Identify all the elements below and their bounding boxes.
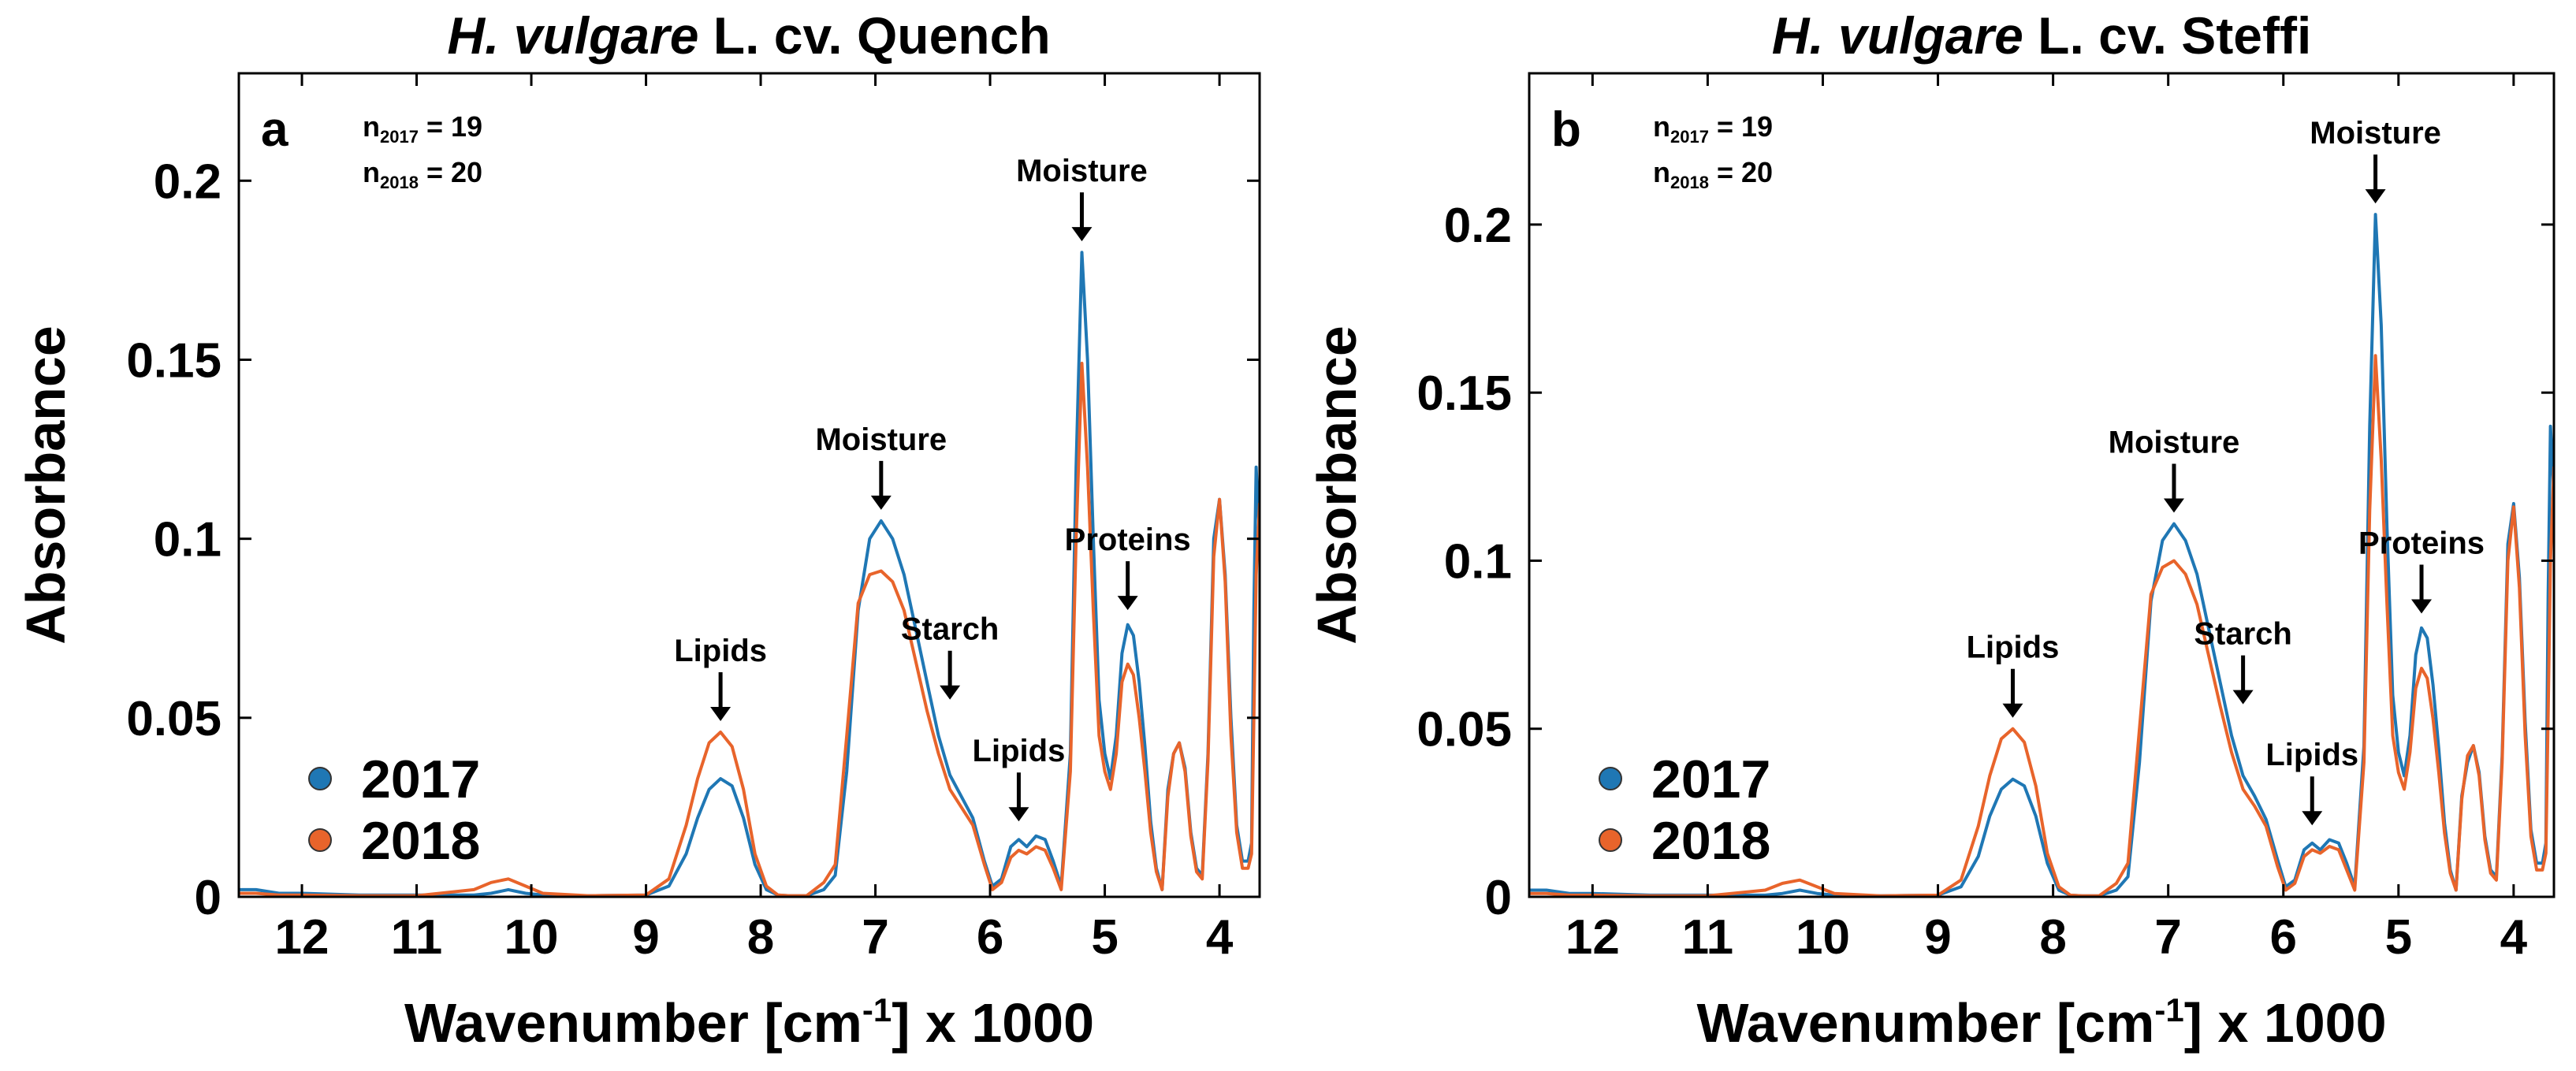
- annotation-arrowhead: [870, 495, 892, 510]
- x-tick-label: 6: [2269, 910, 2296, 965]
- annotation-label: Proteins: [2358, 526, 2485, 561]
- annotation-arrowhead: [1008, 807, 1029, 822]
- legend-marker: [1599, 828, 1622, 852]
- y-tick-label: 0.1: [154, 513, 221, 567]
- panel-b: H. vulgare L. cv. Steffi 12 11 10 9 8 7 6 5 4 0 0.0…: [1306, 6, 2556, 1054]
- chart-title: H. vulgare L. cv. Quench: [447, 6, 1050, 65]
- y-tick-label: 0.2: [154, 154, 221, 209]
- x-tick-label: 7: [2154, 910, 2181, 965]
- x-tick-label: 8: [747, 910, 774, 965]
- x-tick-label: 12: [275, 910, 329, 965]
- annotation-arrowhead: [1071, 227, 1093, 242]
- annotation-label: Starch: [2194, 617, 2292, 652]
- legend-entry: 2018: [1651, 811, 1770, 871]
- x-tick-label: 12: [1565, 910, 1620, 965]
- x-tick-label: 5: [2385, 910, 2412, 965]
- x-tick-label: 9: [1924, 910, 1951, 965]
- panel-letter: a: [261, 102, 288, 157]
- annotation-label: Starch: [901, 612, 1000, 647]
- x-axis-label: Wavenumber [cm-1] x 1000: [1696, 991, 2386, 1054]
- series-line-2018: [1529, 354, 2554, 897]
- annotation-arrowhead: [2411, 599, 2433, 614]
- legend-marker: [308, 767, 332, 790]
- annotation-label: Moisture: [2310, 116, 2441, 151]
- sample-size-label: n2017 = 19: [1653, 110, 1773, 147]
- legend-entry: 2018: [361, 811, 480, 871]
- x-tick-label: 5: [1091, 910, 1118, 965]
- title-cultivar: L. cv. Quench: [698, 6, 1050, 65]
- annotation-label: Lipids: [674, 634, 767, 668]
- y-tick-label: 0.1: [1444, 534, 1512, 589]
- annotation-label: Lipids: [973, 734, 1066, 768]
- x-tick-label: 4: [1206, 910, 1234, 965]
- plot-frame: [1528, 72, 2556, 898]
- x-tick-label: 11: [391, 910, 443, 965]
- y-tick-label: 0.05: [126, 692, 221, 746]
- title-species: H. vulgare: [447, 6, 698, 65]
- sample-size-label: n2018 = 20: [363, 156, 482, 192]
- annotation-arrowhead: [1117, 596, 1138, 611]
- annotation-arrowhead: [2163, 498, 2184, 513]
- annotation-arrowhead: [2232, 690, 2254, 705]
- annotation-label: Lipids: [1967, 630, 2060, 665]
- x-tick-label: 8: [2039, 910, 2066, 965]
- x-tick-label: 9: [632, 910, 659, 965]
- series-line-2018: [239, 362, 1260, 897]
- title-species: H. vulgare: [1772, 6, 2023, 65]
- annotation-arrowhead: [940, 685, 961, 700]
- y-tick-label: 0.2: [1444, 199, 1512, 253]
- annotation-label: Moisture: [2109, 426, 2240, 460]
- legend-entry: 2017: [1651, 749, 1770, 809]
- annotation-arrowhead: [710, 707, 731, 721]
- x-tick-label: 7: [862, 910, 888, 965]
- annotation-arrowhead: [2365, 189, 2386, 204]
- x-tick-label: 6: [977, 910, 1003, 965]
- legend-marker: [1599, 767, 1622, 790]
- annotation-label: Moisture: [815, 422, 947, 457]
- title-cultivar: L. cv. Steffi: [2023, 6, 2312, 65]
- x-tick-label: 11: [1682, 910, 1734, 965]
- y-tick-label: 0.15: [1416, 366, 1512, 421]
- y-axis-label: Absorbance: [1306, 325, 1368, 645]
- annotation-label: Proteins: [1065, 522, 1191, 557]
- panel-a: H. vulgare L. cv. Quench 12 11 10 9 8 7 6 5 4 0 0.0…: [15, 6, 1261, 1054]
- legend-marker: [308, 828, 332, 852]
- y-axis-label: Absorbance: [15, 325, 76, 645]
- chart-title: H. vulgare L. cv. Steffi: [1772, 6, 2312, 65]
- panel-letter: b: [1551, 102, 1581, 157]
- annotation-label: Lipids: [2265, 738, 2358, 772]
- plot-frame: [237, 72, 1261, 898]
- sample-size-label: n2017 = 19: [363, 110, 482, 147]
- x-tick-label: 4: [2500, 910, 2528, 965]
- annotation-arrowhead: [2302, 811, 2323, 826]
- x-tick-label: 10: [504, 910, 559, 965]
- annotation-label: Moisture: [1016, 154, 1148, 188]
- y-tick-label: 0.15: [126, 333, 221, 388]
- y-tick-label: 0.05: [1416, 703, 1512, 757]
- legend-entry: 2017: [361, 749, 480, 809]
- annotation-arrowhead: [2002, 703, 2023, 718]
- sample-size-label: n2018 = 20: [1653, 156, 1773, 192]
- y-tick-label: 0: [1485, 871, 1512, 925]
- x-tick-label: 10: [1796, 910, 1850, 965]
- x-axis-label: Wavenumber [cm-1] x 1000: [404, 991, 1094, 1054]
- y-tick-label: 0: [195, 871, 221, 925]
